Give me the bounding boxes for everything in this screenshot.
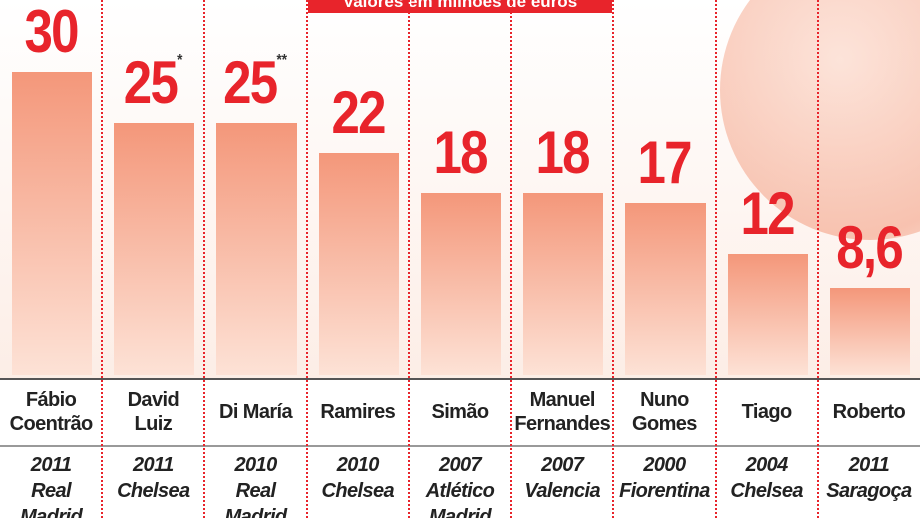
value-label: 12 [715,183,819,244]
transfer: 2011 Chelsea [104,452,202,504]
transfer-year: 2011 [30,454,72,476]
transfer: 2007 Atlético Madrid [411,452,509,518]
value-label: 25** [204,51,308,113]
value-label-text: 18 [433,119,488,187]
player-name: Manuel Fernandes [514,388,611,435]
value-note: * [177,51,183,69]
column-separator [305,0,308,518]
transfer: 2010 Real Madrid [206,452,304,518]
transfer: 2000 Fiorentina [615,452,713,504]
bar [318,152,399,375]
column-separator [714,0,717,518]
player-name: Simão [431,400,489,423]
transfer-club: Valencia [524,480,601,502]
value-label: 30 [0,2,103,62]
transfer-club: Fiorentina [619,480,710,502]
transfer-club: Real Madrid [20,480,83,518]
value-label-text: 22 [331,78,386,146]
player-name: Di María [219,400,293,423]
column-separator [407,0,410,518]
bar [727,253,808,375]
value-label: 18 [510,123,614,183]
player-name: Nuno Gomes [632,388,697,435]
value-note: ** [276,51,288,69]
bar [114,122,195,375]
transfer-year: 2010 [234,454,278,476]
bar [420,193,502,375]
player-name: Tiago [741,400,793,423]
value-label: 8,6 [817,218,920,278]
value-label: 18 [408,123,512,183]
transfer-year: 2004 [745,454,789,476]
transfer-club: Atlético Madrid [425,480,495,518]
transfer-year: 2007 [438,454,482,476]
transfer: 2010 Chelsea [309,452,407,504]
bar [625,203,706,375]
transfer-club: Saragoça [826,480,912,502]
transfer-year: 2011 [133,454,174,476]
transfer: 2011 Real Madrid [2,452,100,518]
column-separator [203,0,206,518]
column-separator [816,0,819,518]
bar [12,72,93,375]
column-separator [612,0,615,518]
value-label-text: 12 [739,179,795,247]
player-name: Ramires [320,400,396,423]
subtitle: Valores em milhões de euros [308,0,612,13]
transfers-row [0,445,920,518]
value-label-text: 30 [24,0,79,65]
bar [523,193,604,375]
transfer-year: 2007 [541,454,584,476]
value-label: 22 [306,82,410,143]
value-label-text: 25 [124,48,179,116]
value-label: 25* [101,51,205,113]
player-name: Roberto [832,400,906,423]
transfer: 2011 Saragoça [820,452,918,504]
transfer-club: Chelsea [730,480,803,502]
transfer-club: Chelsea [117,480,190,502]
transfer-year: 2010 [336,454,380,476]
value-label-text: 18 [535,119,591,187]
value-label-text: 25 [223,48,279,116]
value-label-text: 17 [637,129,693,197]
player-name: David Luiz [127,388,180,435]
column-separator [101,0,104,518]
value-label: 17 [612,133,716,193]
transfer-club: Real Madrid [224,480,288,518]
transfer-year: 2000 [643,454,686,476]
bar [216,122,297,375]
names-row [0,378,920,447]
player-name: Fábio Coentrão [9,388,94,435]
transfer: 2007 Valencia [513,452,611,504]
transfer: 2004 Chelsea [718,452,816,504]
value-label-text: 8,6 [835,214,904,282]
transfer-club: Chelsea [321,480,395,502]
column-separator [510,0,513,518]
bar [829,288,910,375]
transfer-year: 2011 [848,454,890,476]
